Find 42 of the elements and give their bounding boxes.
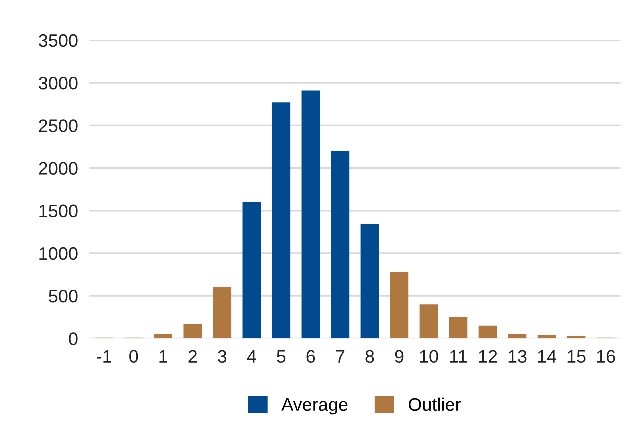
bar (420, 304, 438, 339)
bar (242, 202, 262, 339)
x-tick-label: 2 (188, 350, 198, 363)
x-tick-label: -1 (97, 350, 112, 363)
x-tick-label: 14 (538, 350, 557, 363)
legend-label: Average (282, 398, 348, 415)
y-tick-label: 1500 (40, 204, 78, 218)
y-tick-label: 0 (69, 332, 78, 346)
x-tick-label: 7 (336, 350, 345, 363)
x-tick-label: 6 (306, 350, 316, 364)
y-tick-label: 3000 (39, 77, 78, 90)
bar (302, 90, 320, 339)
legend-label: Outlier (408, 398, 461, 412)
y-tick-label: 2500 (39, 120, 78, 132)
x-tick-label: 13 (508, 350, 527, 364)
x-tick-label: 1 (160, 350, 168, 363)
x-tick-label: 16 (597, 350, 616, 364)
bar (360, 224, 380, 339)
x-tick-label: 11 (450, 350, 467, 363)
y-tick-label: 3500 (39, 34, 78, 48)
y-tick-label: 500 (49, 290, 78, 303)
x-tick-label: 0 (130, 350, 138, 364)
x-tick-label: 9 (395, 350, 404, 364)
bar (184, 324, 202, 339)
x-tick-label: 3 (218, 350, 227, 364)
bar (478, 326, 498, 339)
bar (331, 151, 350, 339)
bar (390, 272, 409, 339)
x-tick-label: 5 (277, 350, 286, 364)
bar (449, 317, 468, 339)
bar (567, 336, 586, 339)
x-tick-label: 15 (568, 350, 586, 364)
y-tick-label: 2000 (39, 162, 78, 175)
bar (213, 288, 232, 339)
x-tick-label: 4 (247, 350, 256, 363)
bar (154, 334, 173, 339)
x-tick-label: 8 (366, 350, 374, 364)
x-tick-label: 12 (479, 350, 498, 363)
bar (508, 334, 527, 339)
y-tick-label: 1000 (40, 247, 78, 260)
x-tick-label: 10 (420, 350, 438, 364)
bar (272, 102, 291, 339)
